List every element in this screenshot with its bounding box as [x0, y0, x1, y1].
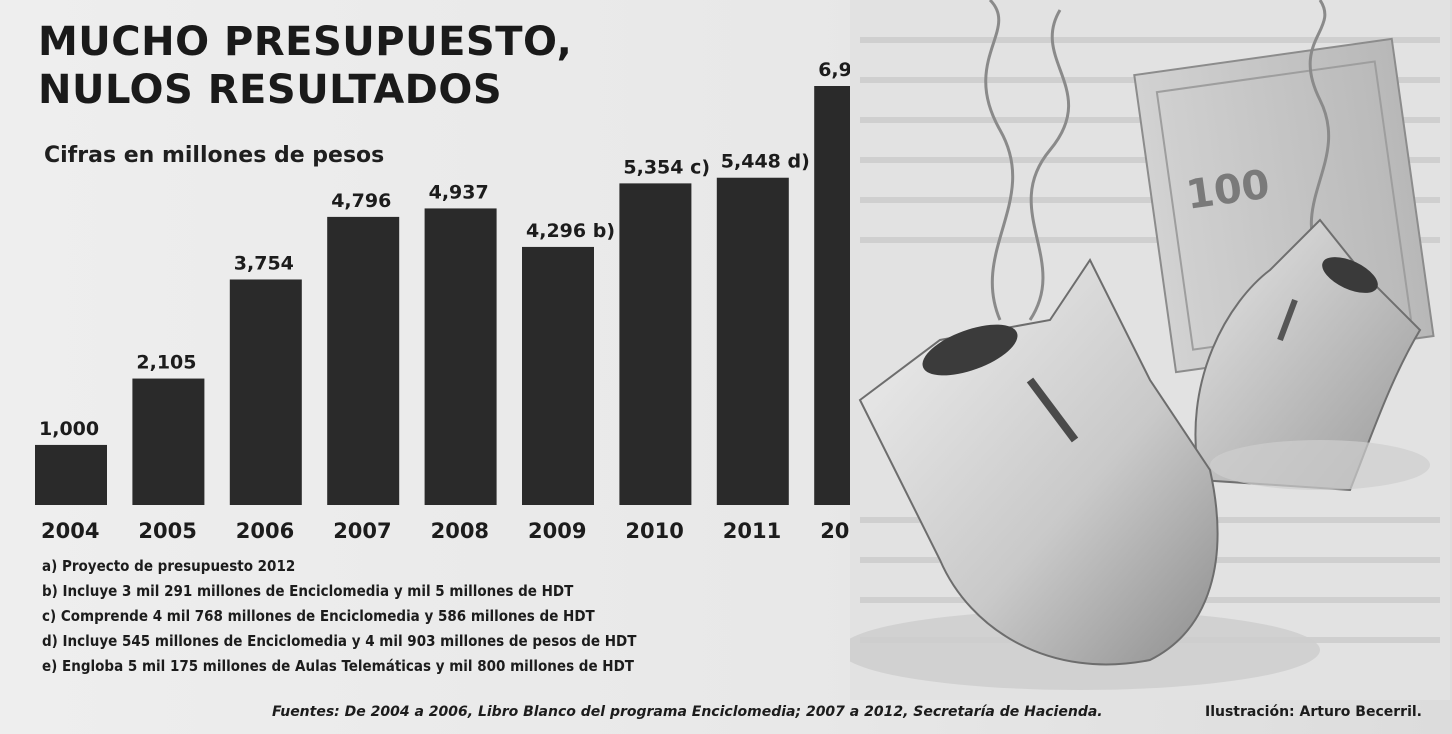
value-label: 3,754 [234, 252, 294, 274]
value-label: 4,796 [331, 190, 391, 212]
x-tick-label: 2011 [723, 519, 781, 543]
title-line-1: MUCHO PRESUPUESTO, [38, 19, 573, 65]
value-label: 5,354 c) [623, 156, 710, 178]
footnote-c: c) Comprende 4 mil 768 millones de Encic… [42, 607, 595, 625]
bar-2009 [522, 246, 594, 505]
bar-2010 [619, 183, 692, 505]
x-tick-label: 2005 [138, 519, 196, 543]
piggy-bank-front-icon [850, 258, 1320, 690]
chart-title: MUCHO PRESUPUESTO, NULOS RESULTADOS [38, 18, 572, 114]
bar-2008 [424, 208, 497, 505]
illustration-credit: Ilustración: Arturo Becerril. [1205, 704, 1422, 720]
bar-2007 [327, 216, 400, 506]
value-label: 2,105 [136, 352, 196, 374]
smoke-icon [984, 0, 1331, 321]
bar-2006 [229, 279, 302, 505]
piggy-bank-illustration: 100 [850, 0, 1450, 700]
x-tick-label: 2007 [333, 519, 391, 543]
value-label: 1,000 [39, 418, 99, 440]
sources-line: Fuentes: De 2004 a 2006, Libro Blanco de… [272, 704, 1103, 720]
footnote-b: b) Incluye 3 mil 291 millones de Enciclo… [42, 582, 574, 600]
x-tick-label: 2006 [236, 519, 294, 543]
title-line-2: NULOS RESULTADOS [38, 67, 503, 113]
value-label: 5,448 d) [721, 151, 810, 173]
piggy-bank-back-icon [1194, 218, 1430, 492]
value-label: 4,937 [429, 181, 489, 203]
bar-2005 [132, 378, 205, 505]
x-tick-label: 2004 [41, 519, 99, 543]
chart-subtitle: Cifras en millones de pesos [44, 143, 385, 168]
footnote-a: a) Proyecto de presupuesto 2012 [42, 557, 296, 575]
footnote-d: d) Incluye 545 millones de Enciclomedia … [42, 632, 637, 650]
footnotes: a) Proyecto de presupuesto 2012 b) Inclu… [42, 554, 636, 679]
x-tick-label: 2009 [528, 519, 586, 543]
bar-chart: 1,000 2004 2,105 2005 3,754 2006 4,796 2007 4,93… [35, 59, 900, 543]
footnote-e: e) Engloba 5 mil 175 millones de Aulas T… [42, 657, 635, 675]
x-tick-label: 2008 [431, 519, 489, 543]
bar-2011 [716, 177, 789, 505]
value-label: 4,296 b) [526, 220, 615, 242]
x-tick-label: 2010 [625, 519, 683, 543]
bar-2004 [35, 444, 107, 505]
